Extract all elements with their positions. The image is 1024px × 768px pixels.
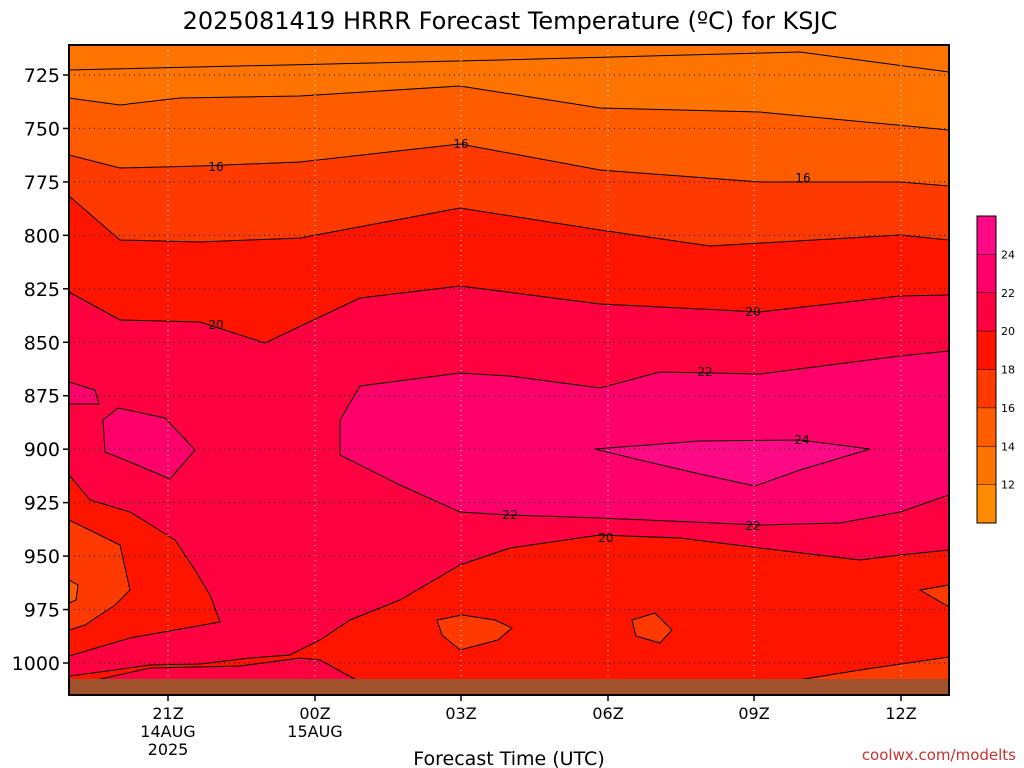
y-tick-label: 800 [24,225,60,247]
x-tick-label: 09Z [738,704,769,723]
y-tick-label: 950 [24,546,60,568]
x-tick-sublabel: 14AUG [140,722,195,741]
band-22-24-edge [69,382,99,404]
gridlines [69,45,949,695]
colorbar-swatch [977,254,996,293]
y-tick-label: 775 [24,172,60,194]
x-tick-label: 03Z [445,704,476,723]
y-tick-label: 825 [24,279,60,301]
contour-label: 20 [745,305,760,319]
y-tick-label: 900 [24,439,60,461]
contour-label: 20 [598,531,613,545]
colorbar-tick-label: 22 [1001,287,1015,300]
colorbar-tick-label: 12 [1001,479,1015,492]
colorbar-tick-label: 18 [1001,364,1015,377]
contour-label: 22 [502,508,517,522]
y-tick-label: 925 [24,493,60,515]
x-tick-label: 21Z [152,704,183,723]
contour-label: 24 [794,433,809,447]
band-18-20-lower [69,475,949,695]
plot-frame [68,44,950,696]
plot-area [69,45,949,695]
surface-terrain [69,679,949,695]
contour-label: 22 [697,365,712,379]
colorbar-swatch [977,331,996,370]
contour-lines [69,51,949,687]
band-22-24 [340,351,949,525]
colorbar-swatch [977,484,996,523]
colorbar-swatch [977,292,996,332]
contour-labels: 16 16 16 20 20 22 24 22 22 20 [208,137,810,545]
band-24-plus [595,440,870,486]
band-16-18-pocket [69,520,130,630]
chart-title: 2025081419 HRRR Forecast Temperature (ºC… [183,7,838,35]
contour-label: 20 [208,318,223,332]
contour-label: 16 [453,137,468,151]
y-tick-label: 750 [24,118,60,140]
contour-label: 16 [795,171,810,185]
x-tick-label: 06Z [592,704,623,723]
colorbar-tick-label: 24 [1001,248,1015,261]
y-tick-label: 875 [24,386,60,408]
contour-label: 16 [208,160,223,174]
x-tick-label: 12Z [885,704,916,723]
colorbar-swatch [977,446,996,485]
colorbar-tick-label: 20 [1001,325,1015,338]
colorbar: 12 14 16 18 20 22 24 [976,215,1015,524]
colorbar-swatch [977,216,996,255]
credit-text: coolwx.com/modelts [862,746,1016,764]
colorbar-swatch [977,369,996,408]
band-16-18-right [920,585,949,607]
y-axis: 725 750 775 800 825 850 875 900 925 950 975 1000 [12,65,69,675]
colorbar-tick-label: 14 [1001,440,1015,453]
contour-label: 22 [745,519,760,533]
x-axis-title: Forecast Time (UTC) [413,748,604,768]
x-tick-label: 00Z [299,704,330,723]
colorbar-tick-label: 16 [1001,402,1015,415]
x-tick-sublabel: 2025 [148,740,189,759]
y-tick-label: 850 [24,332,60,354]
colorbar-swatch [977,407,996,447]
y-tick-label: 975 [24,600,60,622]
x-tick-sublabel: 15AUG [287,722,342,741]
y-tick-label: 1000 [12,653,60,675]
band-14-16-pocket [69,580,78,603]
y-tick-label: 725 [24,65,60,87]
